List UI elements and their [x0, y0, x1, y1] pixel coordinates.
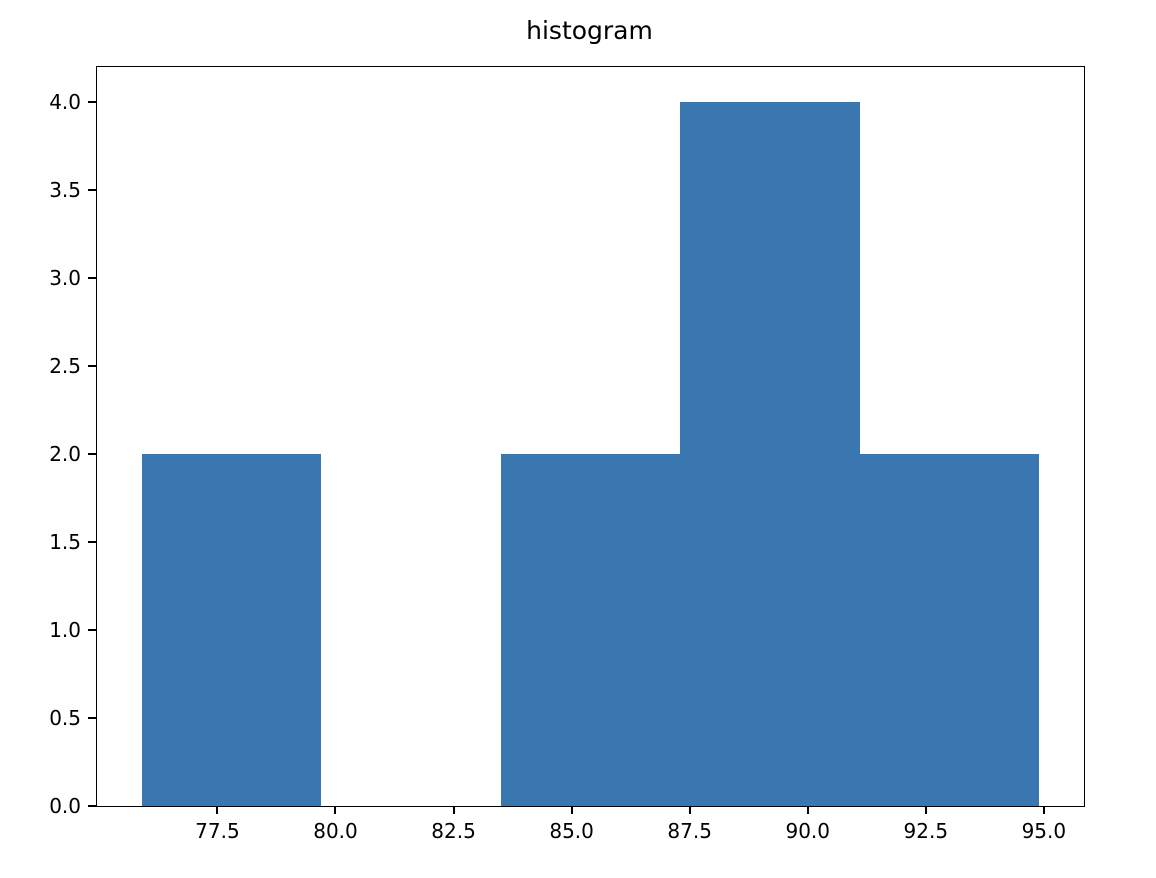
x-tick-label: 82.5 [431, 819, 476, 843]
x-tick-mark [570, 806, 573, 814]
histogram-bar [680, 102, 860, 806]
y-tick-label: 4.0 [49, 90, 81, 115]
x-tick-label: 92.5 [903, 819, 949, 843]
y-tick-mark [88, 453, 96, 456]
y-tick-label: 2.0 [49, 442, 81, 467]
x-tick-label: 90.0 [785, 819, 830, 843]
chart-title: histogram [526, 16, 653, 45]
histogram-bar [141, 454, 322, 806]
y-tick-label: 1.0 [49, 618, 81, 643]
x-tick-label: 87.5 [667, 819, 712, 843]
plot-area: 0.0 0.5 1.0 1.5 2.0 2.5 3.0 3.5 4.0 77.5 80.0 82.5 8… [49, 66, 1085, 843]
x-tick-mark [688, 806, 691, 814]
y-tick-label: 0.5 [49, 706, 81, 731]
x-tick-mark [452, 806, 455, 814]
y-tick-mark [88, 717, 96, 720]
y-tick-label: 3.5 [49, 178, 81, 203]
x-tick-label: 80.0 [313, 819, 358, 843]
x-tick-label: 77.5 [195, 819, 240, 843]
x-tick-mark [334, 806, 337, 814]
x-tick-mark [1042, 806, 1045, 814]
histogram-bar [859, 454, 1040, 806]
x-tick-label: 85.0 [549, 819, 594, 843]
y-tick-mark [88, 365, 96, 368]
x-tick-mark [924, 806, 927, 814]
y-tick-label: 2.5 [49, 354, 81, 379]
y-tick-mark [88, 541, 96, 544]
y-tick-mark [88, 277, 96, 280]
y-tick-label: 0.0 [49, 794, 81, 818]
y-tick-mark [88, 101, 96, 104]
y-tick-mark [88, 805, 96, 807]
x-tick-mark [216, 806, 219, 814]
x-tick-label: 95.0 [1021, 819, 1067, 843]
y-tick-label: 3.0 [49, 266, 81, 291]
y-tick-mark [88, 629, 96, 632]
x-tick-mark [806, 806, 809, 814]
y-tick-mark [88, 189, 96, 192]
y-tick-label: 1.5 [49, 530, 81, 555]
histogram-bar [500, 454, 681, 806]
